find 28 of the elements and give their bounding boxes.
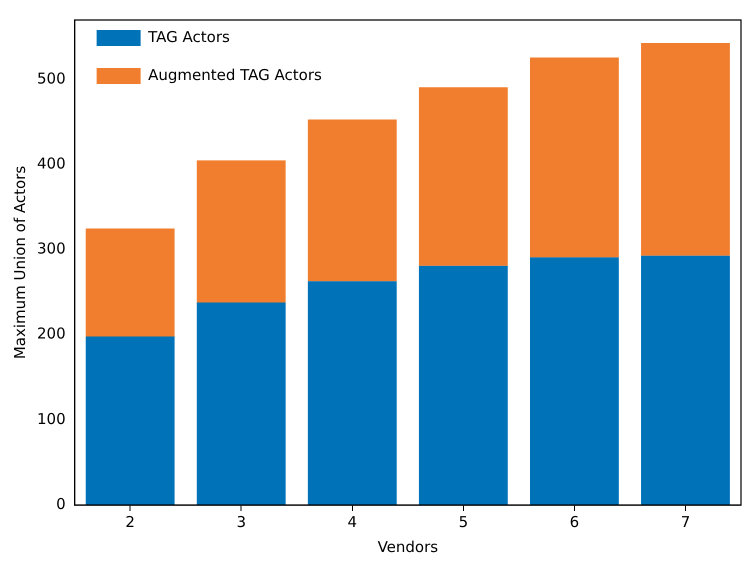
bar: [530, 257, 619, 505]
bar: [641, 42, 730, 256]
y-tick-label: 0: [56, 494, 66, 513]
bar: [196, 160, 286, 302]
x-tick-label: 6: [570, 512, 580, 531]
x-tick-label: 7: [680, 512, 690, 531]
x-tick-label: 5: [458, 512, 468, 531]
bar: [641, 256, 730, 505]
x-tick-label: 3: [236, 512, 246, 531]
y-tick-label: 400: [36, 154, 66, 173]
legend-label: Augmented TAG Actors: [148, 66, 322, 84]
bar: [530, 57, 619, 258]
bar: [308, 281, 397, 505]
y-tick-label: 100: [36, 410, 66, 428]
bar: [86, 228, 175, 337]
bar: [418, 266, 508, 505]
y-tick-label: 300: [36, 240, 66, 258]
bar: [196, 302, 286, 505]
x-tick-label: 4: [348, 512, 358, 531]
y-tick-label: 500: [36, 69, 66, 88]
x-axis-title: Vendors: [378, 538, 438, 556]
bar: [86, 336, 175, 505]
bar: [308, 120, 397, 282]
y-tick-label: 200: [36, 324, 66, 343]
x-tick-label: 2: [125, 512, 135, 531]
y-axis-title: Maximum Union of Actors: [10, 166, 29, 360]
bar: [418, 87, 508, 266]
legend-label: TAG Actors: [147, 28, 230, 46]
